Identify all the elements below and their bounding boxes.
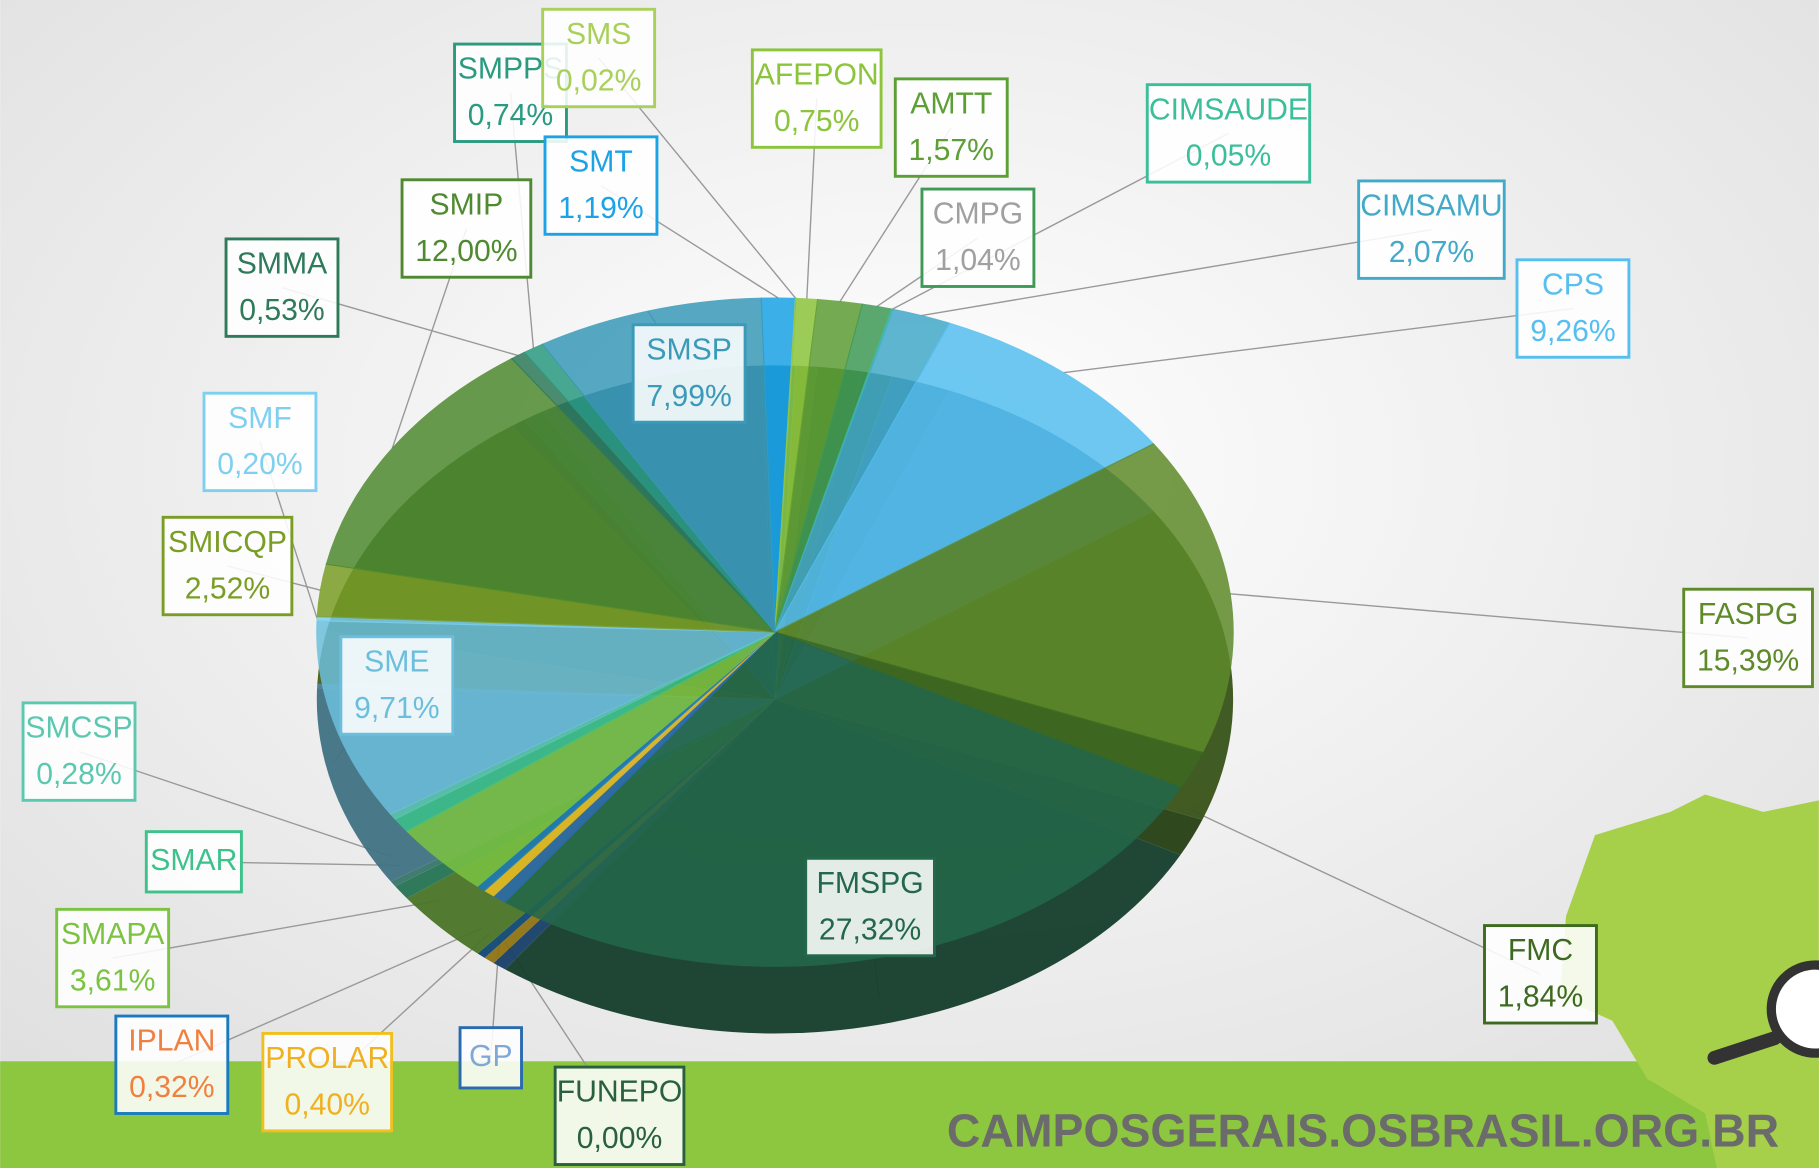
category-label: SMT [569,146,633,179]
category-label: SMMA [237,248,328,281]
magnifier-handle [1707,1031,1782,1065]
label-box [1145,83,1312,184]
value-label: 1,84% [1498,981,1583,1014]
value-label: 0,53% [239,294,324,327]
leader-line [1230,593,1749,639]
slice [325,357,777,633]
value-label: 1,04% [935,244,1020,277]
labels: SMSP7,99%SMPPS0,74%SMMA0,53%SMIP12,00%SM… [21,7,1814,1166]
value-label: 0,74% [468,99,553,132]
value-label: 27,32% [819,913,921,946]
category-label: AMTT [910,88,992,121]
value-label: 0,05% [1186,140,1271,173]
leader-line [921,228,1432,317]
category-label: FMSPG [816,867,923,900]
category-label: GP [469,1040,513,1073]
category-label: FUNEPO [557,1076,683,1109]
label-box [224,237,340,338]
label-box [161,515,294,617]
category-label: SMAR [150,844,237,877]
category-label: SMS [566,18,631,51]
label-box [750,48,883,149]
category-label: SME [364,645,429,678]
category-label: SMSP [646,333,731,366]
label-box [202,391,318,493]
value-label: 15,39% [1697,644,1799,677]
value-label: 0,32% [129,1071,214,1104]
category-label: CIMSAUDE [1149,93,1308,126]
category-label: PROLAR [265,1042,389,1075]
leader-line [1191,809,1541,975]
value-label: 3,61% [70,964,155,997]
label-box [631,323,747,424]
label-box [1483,924,1598,1025]
label-box [55,907,171,1009]
label-box [1682,587,1814,689]
label-box [144,830,243,894]
value-label: 2,52% [185,572,270,605]
magnifier [1766,960,1819,1058]
label-box [543,135,659,236]
label-box [339,635,455,736]
slice [773,443,1234,754]
label-box [261,1032,394,1133]
label-box [541,7,657,109]
category-label: FASPG [1698,598,1799,631]
value-label: 9,71% [354,692,439,725]
value-label: 0,20% [217,448,302,481]
category-label: CMPG [933,198,1023,231]
category-label: SMAPA [61,918,165,951]
value-label: 1,57% [909,134,994,167]
label-box [458,1026,523,1090]
value-label: 9,26% [1530,315,1615,348]
slice [773,322,1155,634]
slice [504,631,1182,967]
category-label: SMCSP [25,712,132,745]
value-label: 12,00% [415,235,517,268]
leader-line [1063,307,1574,374]
category-label: SMIP [430,188,504,221]
value-label: 0,00% [577,1122,662,1155]
label-box [1357,179,1506,280]
label-box [1515,258,1631,359]
label-box [21,701,137,802]
value-label: 0,02% [556,64,641,97]
label-box [804,856,936,958]
label-box [553,1065,686,1166]
value-label: 0,28% [36,758,121,791]
value-label: 7,99% [646,380,731,413]
category-label: FMC [1508,934,1573,967]
label-box [893,77,1009,178]
label-box [114,1014,230,1115]
value-label: 1,19% [558,192,643,225]
value-label: 0,75% [774,105,859,138]
footer-text: CAMPOSGERAIS.OSBRASIL.ORG.BR [947,1105,1779,1157]
category-label: IPLAN [128,1025,215,1058]
category-label: CIMSAMU [1360,190,1502,223]
label-box [400,178,533,279]
category-label: AFEPON [755,59,879,92]
value-label: 0,40% [285,1088,370,1121]
value-label: 2,07% [1389,236,1474,269]
label-box [920,187,1036,288]
category-label: SMF [228,402,292,435]
category-label: CPS [1542,268,1604,301]
category-label: SMICQP [168,526,287,559]
pie-tops [316,297,1234,967]
map-decoration [1560,794,1819,1168]
